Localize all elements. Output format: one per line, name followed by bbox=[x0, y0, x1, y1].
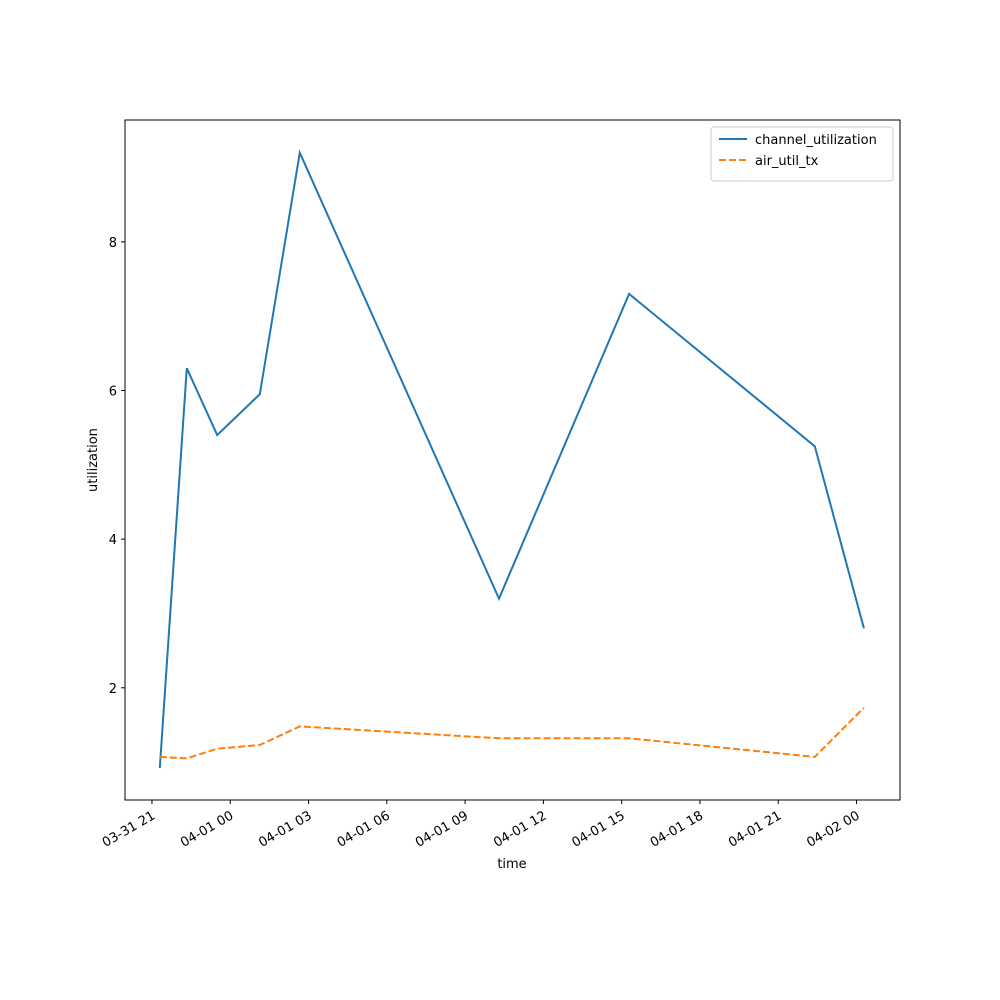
series-line bbox=[158, 149, 865, 769]
x-tick-label: 04-01 06 bbox=[335, 808, 393, 850]
x-tick-label: 04-01 09 bbox=[413, 808, 471, 850]
y-tick-label: 6 bbox=[109, 385, 117, 400]
legend-box bbox=[710, 126, 894, 182]
legend-label: air_util_tx bbox=[755, 154, 819, 169]
x-tick-label: 03-31 21 bbox=[100, 808, 158, 850]
y-tick-label: 2 bbox=[109, 682, 117, 697]
x-tick-label: 04-01 18 bbox=[648, 808, 706, 850]
x-tick-label: 04-01 15 bbox=[570, 808, 628, 850]
x-tick-label: 04-01 00 bbox=[178, 808, 236, 850]
series-line bbox=[159, 707, 865, 760]
x-tick-label: 04-01 12 bbox=[491, 808, 549, 850]
x-tick-label: 04-01 03 bbox=[256, 808, 314, 850]
x-axis-label: time bbox=[497, 857, 526, 872]
y-axis-label: utilization bbox=[86, 428, 101, 492]
legend-label: channel_utilization bbox=[755, 133, 877, 148]
plot-frame bbox=[124, 119, 901, 801]
y-tick-label: 8 bbox=[109, 236, 117, 251]
x-tick-label: 04-02 00 bbox=[804, 808, 862, 850]
x-tick-label: 04-01 21 bbox=[726, 808, 784, 850]
y-tick-label: 4 bbox=[109, 533, 117, 548]
